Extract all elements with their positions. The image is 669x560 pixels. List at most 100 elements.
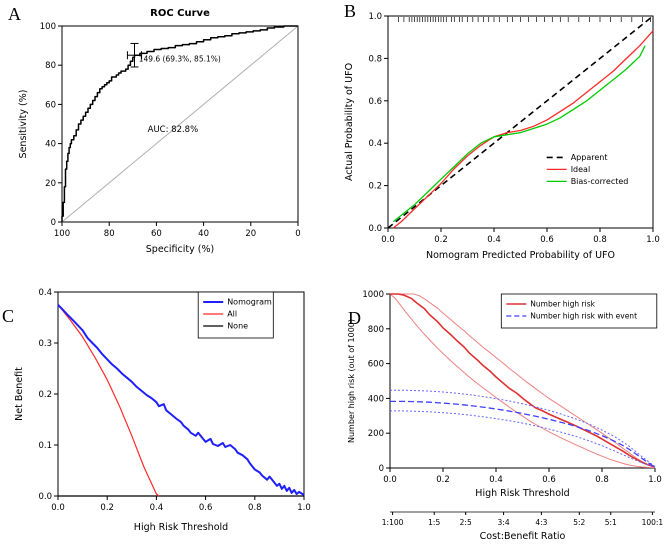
- y-tick-label: 600: [368, 360, 384, 370]
- secondary-tick-label: 5:1: [605, 518, 617, 527]
- x-tick-label: 1.0: [297, 503, 311, 513]
- x-tick-label: 0.8: [593, 235, 607, 245]
- y-tick-label: 0.1: [38, 441, 52, 451]
- legend-label: Ideal: [571, 165, 590, 174]
- x-tick-label: 0.2: [100, 503, 114, 513]
- y-tick-label: 400: [368, 394, 384, 404]
- panel-calibration: B 0.0 0.2 0.4 0.6 0.8 1.0 0.0 0.2 0.4 0.6 0.8 1.0 No…: [334, 0, 669, 280]
- y-axis-label: Sensitivity (%): [18, 90, 29, 159]
- x-tick-label: 0.4: [489, 475, 503, 485]
- calibration-chart: 0.0 0.2 0.4 0.6 0.8 1.0 0.0 0.2 0.4 0.6 0.8 1.0 Nomo…: [344, 12, 660, 261]
- x-tick-label: 0.0: [383, 475, 397, 485]
- y-tick-label: 0.8: [368, 54, 382, 64]
- plot-box: [387, 15, 654, 229]
- x-tick-label: 0.0: [51, 503, 65, 513]
- legend-label: Number high risk with event: [530, 312, 637, 321]
- x-tick-label: 0.6: [542, 475, 556, 485]
- legend-label: Nomogram: [227, 298, 272, 307]
- y-tick-label: 1000: [362, 290, 384, 300]
- all-line: [57, 304, 160, 497]
- plot-box: [61, 25, 299, 223]
- x-tick-label: 0.0: [381, 235, 395, 245]
- x-axis-label: High Risk Threshold: [475, 488, 569, 499]
- y-tick-label: 1.0: [368, 12, 382, 22]
- y-tick-label: 0.0: [38, 492, 52, 502]
- y-tick-label: 60: [45, 100, 56, 110]
- panel-label-a: A: [8, 4, 21, 24]
- x-tick-label: 0.6: [199, 503, 213, 513]
- legend-label: None: [227, 322, 248, 331]
- y-tick-label: 20: [45, 179, 56, 189]
- y-tick-label: 0: [51, 218, 56, 228]
- panel-label-c: C: [2, 306, 15, 326]
- decision-curve-chart: 0.0 0.2 0.4 0.6 0.8 1.0 0.0 0.1 0.2 0.3 0.4 High Ri…: [14, 288, 311, 533]
- x-tick-label: 0.8: [248, 503, 262, 513]
- chance-diagonal: [61, 25, 299, 223]
- apparent-diagonal: [387, 15, 654, 229]
- secondary-tick-label: 1:100: [382, 518, 404, 527]
- legend-box: [500, 293, 658, 329]
- panel-label-d: D: [348, 308, 361, 328]
- high-risk-event-upper-ci: [390, 389, 656, 467]
- x-tick-label: 0.4: [487, 235, 501, 245]
- panel-roc-curve: A 100 80 60 40 20 0 0 20 40 60 80 100 ROC Curve Speci…: [0, 0, 334, 280]
- x-tick-label: 0.4: [150, 503, 164, 513]
- y-tick-label: 0.4: [38, 288, 52, 298]
- ideal-curve: [392, 30, 654, 229]
- annotation: 149.6 (69.3%, 85.1%): [139, 54, 221, 63]
- legend-label: All: [227, 310, 237, 319]
- y-tick-label: 0: [379, 464, 384, 474]
- y-tick-label: 0.0: [368, 224, 382, 234]
- y-axis-label: Number high risk (out of 1000): [347, 319, 356, 443]
- legend-label: Apparent: [571, 153, 608, 162]
- y-tick-label: 0.2: [38, 390, 52, 400]
- y-tick-label: 40: [45, 140, 56, 150]
- legend-box: [197, 291, 274, 339]
- legend-label: Number high risk: [530, 300, 595, 309]
- panel-label-b: B: [344, 1, 357, 21]
- chart-title: ROC Curve: [150, 8, 210, 19]
- legend-label: Bias-corrected: [571, 177, 629, 186]
- panel-decision-curve: C 0.0 0.2 0.4 0.6 0.8 1.0 0.0 0.1 0.2 0.3 0.4 High …: [0, 280, 334, 560]
- x-tick-label: 0.2: [434, 235, 448, 245]
- x-tick-label: 0.8: [595, 475, 609, 485]
- y-tick-label: 800: [368, 325, 384, 335]
- roc-curve-chart: 100 80 60 40 20 0 0 20 40 60 80 100 ROC Curve Specifi…: [18, 8, 301, 255]
- nomogram-line: [57, 304, 305, 496]
- x-tick-label: 100: [54, 229, 70, 239]
- x-tick-label: 60: [151, 229, 162, 239]
- panel-clinical-impact: D 0.0 0.2 0.4 0.6 0.8 1.0 0 200 400 600 800 1000 Hig…: [334, 280, 669, 560]
- y-axis-label: Actual Probability of UFO: [344, 63, 355, 181]
- high-risk-line: [390, 293, 656, 468]
- y-tick-label: 0.3: [38, 339, 52, 349]
- x-tick-label: 20: [245, 229, 256, 239]
- y-tick-label: 200: [368, 429, 384, 439]
- secondary-axis-label: Cost:Benefit Ratio: [480, 531, 566, 542]
- x-tick-label: 40: [198, 229, 209, 239]
- secondary-tick-label: 100:1: [642, 518, 664, 527]
- clinical-impact-chart: 0.0 0.2 0.4 0.6 0.8 1.0 0 200 400 600 800 1000 High …: [347, 290, 664, 542]
- roc-curve: [61, 25, 298, 222]
- optimal-cutoff-errorbar: [126, 42, 143, 68]
- secondary-tick-label: 5:2: [573, 518, 585, 527]
- x-tick-label: 1.0: [646, 235, 660, 245]
- x-axis-label: High Risk Threshold: [134, 522, 228, 533]
- y-axis-label: Net Benefit: [14, 367, 25, 421]
- bias-corrected-curve: [392, 45, 646, 223]
- y-tick-label: 0.2: [368, 182, 382, 192]
- x-axis-label: Nomogram Predicted Probability of UFO: [426, 250, 615, 261]
- secondary-tick-label: 4:3: [535, 518, 547, 527]
- x-tick-label: 80: [104, 229, 115, 239]
- x-tick-label: 0: [295, 229, 300, 239]
- y-tick-label: 100: [40, 22, 56, 32]
- secondary-tick-label: 3:4: [498, 518, 510, 527]
- y-tick-label: 0.4: [368, 139, 382, 149]
- secondary-tick-label: 2:5: [460, 518, 472, 527]
- high-risk-event-lower-ci: [390, 410, 656, 468]
- y-tick-label: 80: [45, 61, 56, 71]
- x-tick-label: 0.2: [436, 475, 450, 485]
- x-tick-label: 0.6: [540, 235, 554, 245]
- secondary-tick-label: 1:5: [428, 518, 440, 527]
- annotation: AUC: 82.8%: [148, 125, 199, 135]
